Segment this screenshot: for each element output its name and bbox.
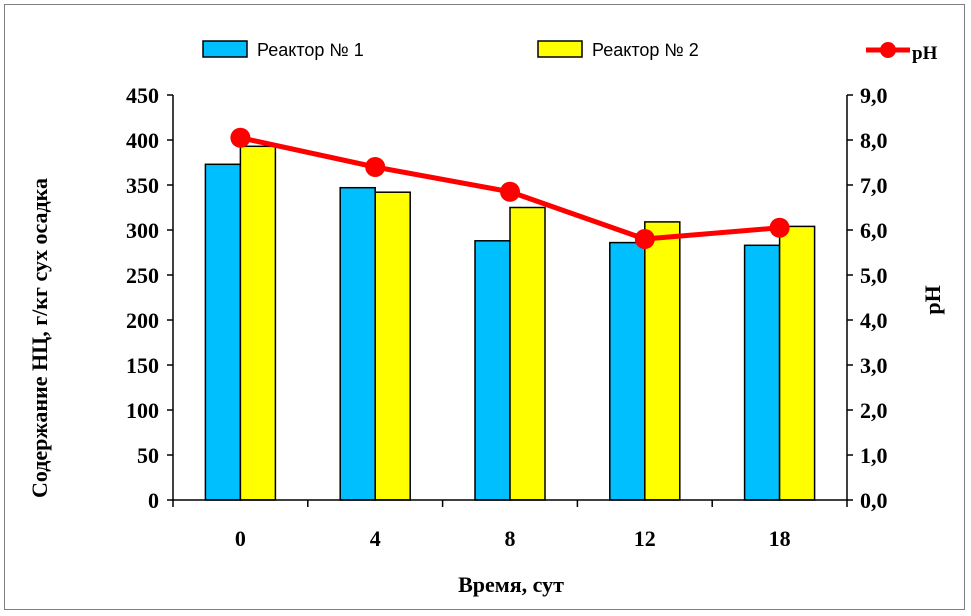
y-tick-label: 50 — [137, 443, 159, 468]
y2-tick-label: 1,0 — [860, 443, 888, 468]
legend: Реактор № 1 Реактор № 2 pH — [202, 40, 938, 64]
legend-swatch-reactor-1 — [202, 40, 248, 58]
x-tick-label: 12 — [634, 526, 656, 551]
y-tick-label: 450 — [126, 83, 159, 108]
ph-point-1 — [365, 157, 386, 177]
bar-series-1-cat-4 — [778, 225, 816, 501]
y-tick-label: 250 — [126, 263, 159, 288]
y-tick-label: 100 — [126, 398, 159, 423]
y2-tick-label: 8,0 — [860, 128, 888, 153]
bar-series-1-cat-1 — [374, 191, 411, 501]
legend-label-ph: pH — [912, 43, 938, 64]
y2-tick-label: 2,0 — [860, 398, 888, 423]
ph-point-2 — [500, 181, 520, 202]
bar-series-1-cat-2 — [509, 206, 546, 501]
y2-tick-label: 9,0 — [860, 83, 888, 108]
y-tick-label: 400 — [126, 128, 159, 153]
y2-tick-label: 3,0 — [860, 353, 888, 378]
bar-series-0-cat-2 — [474, 240, 511, 501]
legend-swatch-reactor-2 — [537, 40, 583, 58]
x-tick-label: 4 — [370, 526, 381, 551]
y2-tick-label: 0,0 — [860, 488, 888, 513]
legend-label-reactor-1: Реактор № 1 — [257, 40, 364, 60]
bar-series-1-cat-3 — [644, 221, 681, 501]
y-tick-label: 150 — [126, 353, 159, 378]
y-axis-title: Содержание НЦ, г/кг сух осадка — [27, 178, 52, 498]
x-axis-title: Время, сут — [458, 572, 564, 597]
y2-tick-label: 4,0 — [860, 308, 888, 333]
y2-tick-label: 7,0 — [860, 173, 888, 198]
y-tick-label: 350 — [126, 173, 159, 198]
x-tick-label: 18 — [769, 526, 791, 551]
y-tick-label: 300 — [126, 218, 159, 243]
bar-series-1-cat-0 — [239, 145, 277, 501]
legend-marker-ph — [880, 42, 896, 58]
x-tick-label: 0 — [235, 526, 246, 551]
bar-series-0-cat-4 — [743, 244, 781, 501]
y-tick-label: 0 — [148, 488, 159, 513]
y2-axis-title: pH — [920, 285, 945, 314]
ph-point-3 — [634, 229, 655, 249]
y2-tick-label: 6,0 — [860, 218, 888, 243]
ph-point-0 — [230, 127, 251, 148]
plot-area: 0 50 100 150 200 250 300 350 400 450 0,0 1,0 2,0 3,0 4… — [126, 83, 888, 551]
legend-label-reactor-2: Реактор № 2 — [592, 40, 699, 60]
ph-point-4 — [769, 217, 790, 238]
y2-tick-label: 5,0 — [860, 263, 888, 288]
y-tick-label: 200 — [126, 308, 159, 333]
bar-series-0-cat-0 — [204, 163, 242, 501]
bar-series-0-cat-1 — [339, 186, 376, 501]
x-tick-label: 8 — [505, 526, 516, 551]
bar-series-0-cat-3 — [609, 241, 646, 501]
